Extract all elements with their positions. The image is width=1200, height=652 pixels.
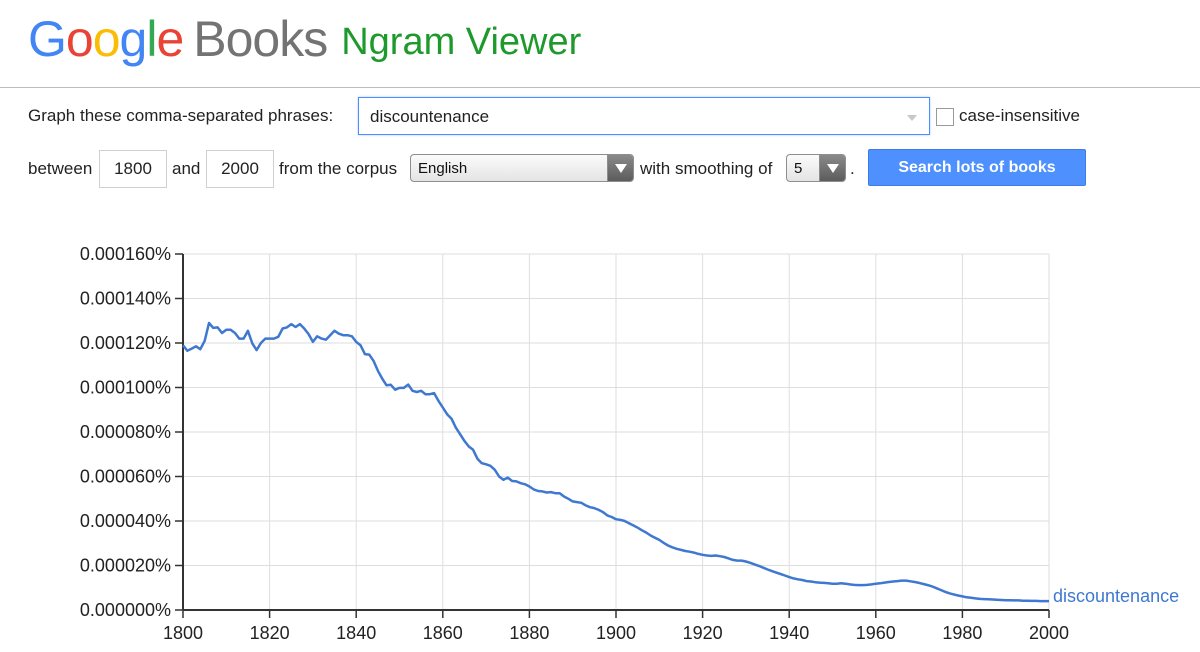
y-tick-label: 0.000060% — [80, 467, 171, 487]
series-line-discountenance[interactable] — [182, 321, 1049, 603]
chevron-down-icon[interactable] — [907, 115, 917, 121]
end-year-input[interactable]: 2000 — [206, 150, 274, 188]
case-insensitive-label: case-insensitive — [959, 106, 1080, 125]
corpus-select-value: English — [418, 160, 468, 177]
and-label: and — [172, 159, 201, 178]
case-insensitive-checkbox[interactable] — [936, 108, 954, 126]
x-tick-label: 1840 — [336, 623, 376, 643]
series-label-discountenance[interactable]: discountenance — [1053, 586, 1179, 606]
chart-series: discountenance — [182, 321, 1179, 606]
app-title: Ngram Viewer — [341, 21, 582, 63]
smoothing-label: with smoothing of — [640, 159, 773, 178]
y-tick-label: 0.000120% — [80, 333, 171, 353]
x-tick-label: 1920 — [683, 623, 723, 643]
y-axis-ticks: 0.000000% 0.000020% 0.000040% 0.000060% 0.00… — [80, 244, 183, 620]
x-tick-label: 1960 — [856, 623, 896, 643]
x-tick-label: 1880 — [509, 623, 549, 643]
y-tick-label: 0.000080% — [80, 422, 171, 442]
options-row: between 1800 and 2000 from the corpus En… — [28, 148, 1188, 188]
chart-grid — [183, 253, 1050, 610]
ngram-chart: 0.000000% 0.000020% 0.000040% 0.000060% 0.00… — [80, 244, 1179, 643]
phrases-input[interactable]: discountenance — [358, 97, 930, 135]
period-text: . — [850, 159, 855, 178]
x-tick-label: 1820 — [250, 623, 290, 643]
phrases-input-value: discountenance — [370, 107, 490, 126]
between-label: between — [28, 159, 93, 178]
smoothing-select-value: 5 — [794, 160, 803, 177]
chevron-down-icon[interactable] — [607, 155, 633, 181]
chevron-down-icon[interactable] — [819, 155, 845, 181]
smoothing-select[interactable]: 5 — [786, 154, 846, 182]
logo-books: Books — [193, 11, 328, 67]
search-button[interactable]: Search lots of books — [868, 149, 1086, 186]
x-axis-ticks: 1800 1820 1840 1860 1880 1900 1920 1940 1960 1980… — [163, 610, 1069, 643]
x-tick-label: 1860 — [423, 623, 463, 643]
y-tick-label: 0.000160% — [80, 244, 171, 264]
corpus-select[interactable]: English — [410, 154, 634, 182]
y-tick-label: 0.000100% — [80, 378, 171, 398]
logo-google: Google — [28, 11, 184, 67]
x-tick-label: 1900 — [596, 623, 636, 643]
x-tick-label: 1940 — [769, 623, 809, 643]
x-tick-label: 1980 — [942, 623, 982, 643]
corpus-label: from the corpus — [279, 159, 398, 178]
y-tick-label: 0.000000% — [80, 600, 171, 620]
start-year-input[interactable]: 1800 — [99, 150, 167, 188]
x-tick-label: 2000 — [1029, 623, 1069, 643]
x-tick-label: 1800 — [163, 623, 203, 643]
y-tick-label: 0.000020% — [80, 556, 171, 576]
y-tick-label: 0.000040% — [80, 511, 171, 531]
page-header: Google Books Ngram Viewer — [0, 0, 1200, 88]
y-tick-label: 0.000140% — [80, 289, 171, 309]
phrases-label: Graph these comma-separated phrases: — [28, 106, 334, 125]
google-books-logo[interactable]: Google Books Ngram Viewer — [28, 14, 581, 64]
phrase-row: Graph these comma-separated phrases: dis… — [28, 96, 1188, 136]
